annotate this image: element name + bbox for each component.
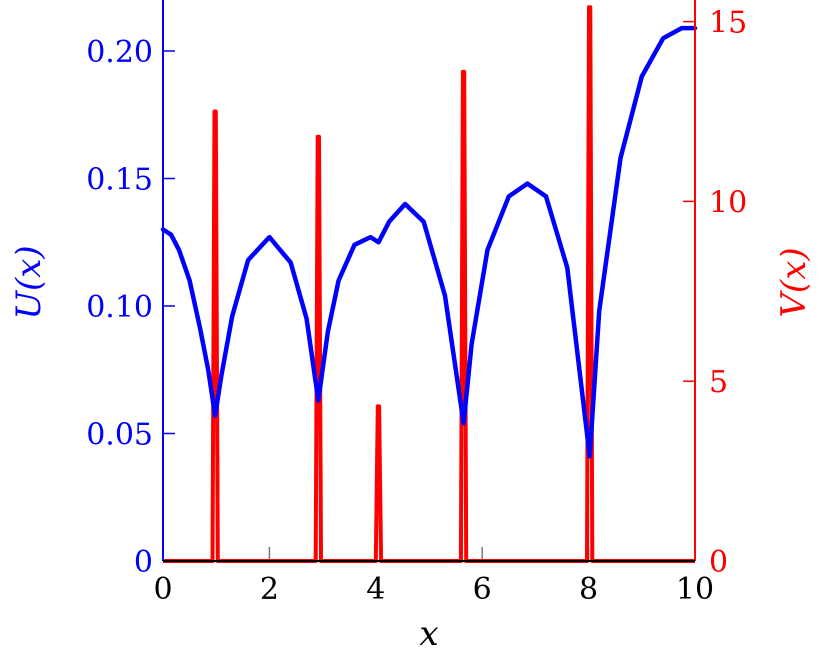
left-tick-label-0: 0 (134, 545, 153, 580)
left-tick-label-2: 0.10 (86, 290, 153, 325)
x-tick-label-1: 2 (260, 572, 279, 607)
x-tick-label-2: 4 (366, 572, 385, 607)
right-axis-label: V(x) (774, 247, 814, 317)
series-line-u (160, 25, 698, 459)
right-tick-label-1: 5 (709, 365, 728, 400)
right-tick-label-2: 10 (709, 185, 747, 220)
x-tick-label-0: 0 (153, 572, 172, 607)
left-tick-label-1: 0.05 (86, 418, 153, 453)
axis-ticks (162, 20, 696, 562)
series-layer (160, 5, 698, 563)
x-tick-label-3: 6 (473, 572, 492, 607)
x-tick-label-5: 10 (676, 572, 714, 607)
axes (162, 0, 696, 562)
left-axis-label: U(x) (9, 245, 49, 319)
x-tick-label-4: 8 (579, 572, 598, 607)
left-tick-label-3: 0.15 (86, 163, 153, 198)
left-tick-label-4: 0.20 (86, 35, 153, 70)
right-tick-label-0: 0 (709, 545, 728, 580)
series-line-v (163, 5, 695, 563)
x-axis-label: x (419, 614, 438, 654)
right-tick-label-3: 15 (709, 6, 747, 41)
